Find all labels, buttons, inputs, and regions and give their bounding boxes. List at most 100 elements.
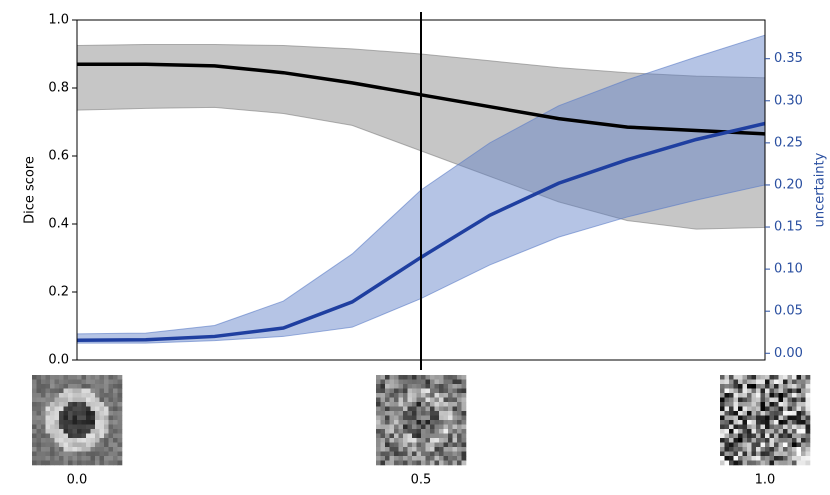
- pixel: [430, 438, 435, 443]
- pixel: [416, 402, 422, 407]
- pixel: [796, 424, 802, 430]
- pixel: [778, 442, 784, 448]
- pixel: [117, 451, 123, 457]
- pixel: [724, 438, 730, 443]
- pixel: [461, 460, 467, 466]
- pixel: [54, 447, 60, 452]
- pixel: [50, 384, 55, 389]
- pixel: [747, 415, 752, 421]
- pixel: [443, 393, 449, 398]
- pixel: [86, 442, 91, 448]
- pixel: [113, 424, 118, 430]
- pixel: [86, 456, 91, 461]
- pixel: [756, 388, 761, 394]
- pixel: [376, 415, 381, 421]
- pixel: [787, 402, 793, 407]
- pixel: [792, 451, 797, 457]
- pixel: [765, 415, 770, 421]
- pixel: [117, 406, 123, 412]
- pixel: [774, 415, 779, 421]
- pixel: [32, 460, 37, 466]
- pixel: [45, 384, 51, 389]
- pixel: [439, 429, 444, 434]
- x-tick-label: 0.0: [67, 473, 88, 488]
- pixel: [760, 424, 766, 430]
- pixel: [90, 393, 96, 398]
- pixel: [117, 433, 123, 439]
- pixel: [747, 433, 752, 439]
- pixel: [63, 397, 69, 403]
- pixel: [104, 438, 109, 443]
- pixel: [421, 393, 426, 398]
- pixel: [113, 379, 118, 385]
- pixel: [742, 415, 748, 421]
- pixel: [77, 420, 82, 425]
- pixel: [756, 379, 761, 385]
- pixel: [421, 442, 426, 448]
- pixel: [751, 384, 757, 389]
- pixel: [747, 379, 752, 385]
- pixel: [403, 384, 408, 389]
- pixel: [50, 411, 55, 416]
- pixel: [452, 420, 458, 425]
- pixel: [403, 411, 408, 416]
- pixel: [86, 375, 91, 380]
- pixel: [443, 388, 449, 394]
- pixel: [801, 420, 806, 425]
- pixel: [796, 379, 802, 385]
- pixel: [738, 375, 743, 380]
- pixel: [45, 406, 51, 412]
- pixel: [760, 384, 766, 389]
- pixel: [380, 393, 386, 398]
- pixel: [733, 393, 739, 398]
- pixel: [774, 456, 779, 461]
- pixel: [765, 456, 770, 461]
- pixel: [421, 424, 426, 430]
- pixel: [738, 460, 743, 466]
- noise-thumbnail: [32, 375, 123, 466]
- pixel: [796, 451, 802, 457]
- pixel: [385, 375, 390, 380]
- pixel: [41, 433, 46, 439]
- pixel: [774, 402, 779, 407]
- pixel: [380, 415, 386, 421]
- pixel: [63, 447, 69, 452]
- pixel: [733, 411, 739, 416]
- pixel: [778, 388, 784, 394]
- pixel: [113, 388, 118, 394]
- pixel: [407, 402, 413, 407]
- pixel: [430, 393, 435, 398]
- y2-tick-label: 0.20: [774, 177, 803, 192]
- pixel: [32, 397, 37, 403]
- pixel: [443, 447, 449, 452]
- pixel: [108, 379, 114, 385]
- pixel: [63, 424, 69, 430]
- pixel: [95, 420, 100, 425]
- pixel: [452, 375, 458, 380]
- pixel: [443, 442, 449, 448]
- pixel: [738, 429, 743, 434]
- pixel: [720, 442, 725, 448]
- pixel: [733, 456, 739, 461]
- pixel: [738, 447, 743, 452]
- pixel: [421, 420, 426, 425]
- pixel: [792, 424, 797, 430]
- pixel: [425, 411, 431, 416]
- pixel: [86, 388, 91, 394]
- pixel: [787, 388, 793, 394]
- pixel: [805, 429, 811, 434]
- pixel: [385, 415, 390, 421]
- pixel: [769, 406, 775, 412]
- pixel: [81, 424, 87, 430]
- pixel: [90, 420, 96, 425]
- pixel: [439, 393, 444, 398]
- pixel: [416, 411, 422, 416]
- pixel: [45, 415, 51, 421]
- pixel: [738, 393, 743, 398]
- pixel: [95, 460, 100, 466]
- pixel: [41, 429, 46, 434]
- pixel: [765, 393, 770, 398]
- pixel: [416, 397, 422, 403]
- pixel: [742, 388, 748, 394]
- pixel: [36, 429, 42, 434]
